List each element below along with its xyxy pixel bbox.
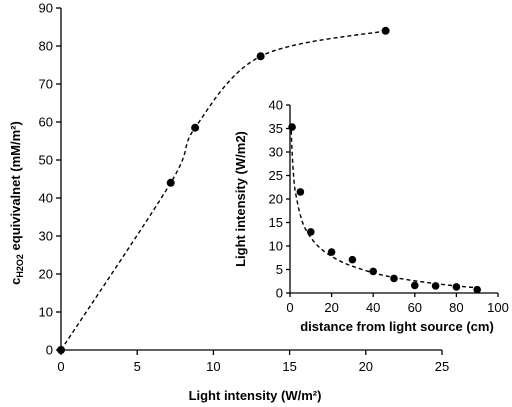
main-y-tick-label: 60 [39,115,53,130]
inset-data-point [327,248,336,256]
main-x-tick-label: 15 [282,359,296,374]
main-y-tick-label: 90 [39,1,53,16]
inset-y-tick-label: 35 [269,121,283,136]
main-data-point [191,123,200,132]
main-y-tick-label: 50 [39,153,53,168]
inset-y-tick-label: 10 [269,239,283,254]
main-x-tick-label: 25 [435,359,449,374]
inset-y-tick-label: 5 [276,262,283,277]
main-y-tick-label: 10 [39,305,53,320]
inset-y-tick-label: 15 [269,215,283,230]
main-x-axis-title: Light intensity (W/m²) [189,388,322,403]
inset-background [252,97,508,337]
inset-x-axis-title: distance from light source (cm) [300,319,494,334]
inset-data-point [473,285,482,294]
main-data-point [381,26,390,35]
inset-y-tick-label: 40 [269,98,283,113]
main-x-tick-label: 20 [359,359,373,374]
inset-x-tick-label: 0 [286,300,293,315]
inset-y-tick-label: 30 [269,145,283,160]
main-data-point [166,178,175,187]
main-y-tick-label: 20 [39,267,53,282]
inset-data-point [296,188,305,196]
inset-y-tick-label: 25 [269,168,283,183]
inset-data-point [288,123,296,131]
inset-data-point [431,282,440,290]
main-y-tick-label: 80 [39,39,53,54]
main-x-tick-label: 0 [57,359,64,374]
main-x-tick-label: 10 [206,359,220,374]
inset-data-point [390,274,398,283]
inset-x-tick-label: 40 [366,300,380,315]
main-y-tick-label: 70 [39,77,53,92]
main-y-axis-title: cH2O2 equivivalnet (mM/m²) [8,121,25,285]
inset-x-tick-label: 80 [449,300,463,315]
inset-x-tick-label: 100 [487,300,509,315]
inset-data-point [307,228,315,236]
main-data-point [256,52,265,61]
inset-data-point [348,255,357,264]
main-data-point [57,346,65,354]
inset-data-point [369,267,378,276]
inset-x-tick-label: 60 [408,300,422,315]
inset-y-tick-label: 0 [276,286,283,301]
inset-y-tick-label: 20 [269,192,283,207]
inset-data-point [411,281,419,290]
main-y-tick-label: 30 [39,229,53,244]
inset-chart: 0 20 40 60 80 100 0 5 10 15 20 25 30 35 40 [252,97,509,337]
inset-data-point [452,283,461,291]
main-y-tick-label: 40 [39,191,53,206]
main-y-tick-label: 0 [46,343,53,358]
inset-x-tick-label: 20 [324,300,338,315]
inset-y-axis-title: Light intensity (W/m2) [233,131,248,267]
inset-trendline [290,123,478,289]
main-x-tick-label: 5 [134,359,141,374]
